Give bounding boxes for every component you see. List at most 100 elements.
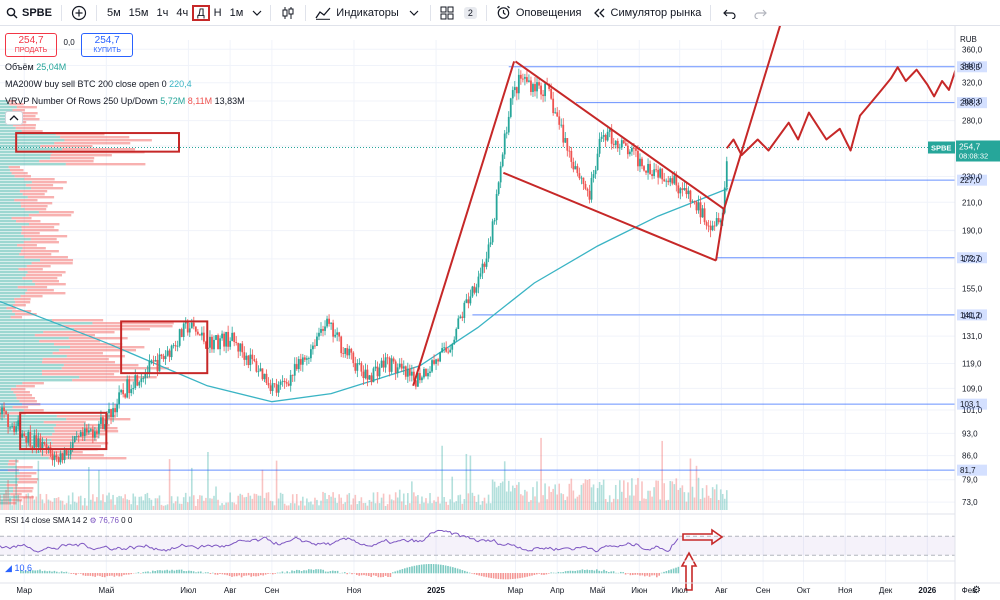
candle-body [203,332,205,342]
volume-profile-down-bar [61,367,169,370]
macd-histogram-bar [118,573,120,577]
candle-body [651,174,653,176]
macd-histogram-bar [104,573,106,578]
volume-bar [699,498,702,510]
volume-profile-down-bar [18,268,43,271]
volume-bar [378,503,381,510]
macd-histogram-bar [276,572,279,574]
volume-bar [94,501,96,510]
timeframe-4h[interactable]: 4ч [176,6,189,19]
macd-histogram-bar [644,573,646,577]
chevron-down-icon[interactable] [250,8,264,18]
volume-profile-down-bar [26,265,51,268]
macd-histogram-bar [502,573,504,580]
layouts-button[interactable]: 2 [435,0,482,26]
candle-body [112,408,114,418]
redo-button[interactable] [745,0,775,26]
volume-profile-down-bar [39,160,94,163]
volume-bar [586,479,589,510]
macd-histogram-bar [411,566,413,574]
macd-histogram-bar [620,571,622,574]
volume-bar [112,494,114,510]
volume-bar [140,496,143,510]
volume-bar [98,470,100,510]
macd-histogram-bar [552,572,555,574]
price-chart[interactable]: 80,0040,00 0,0 RUB73,079,086,093,0101,01… [0,26,1000,600]
macd-histogram-bar [596,569,598,574]
timeframe-day[interactable]: Д [192,4,210,21]
timeframe-1h[interactable]: 1ч [156,6,169,19]
volume-bar [453,502,456,510]
candle-body [483,263,486,267]
candle-body [314,345,316,347]
volume-profile-down-bar [61,325,173,328]
volume-profile-down-bar [9,169,24,172]
vrvp-legend[interactable]: VRVP Number Of Rows 250 Up/Down 5,72M 8,… [5,97,245,106]
candle-body [576,166,579,174]
toolbar-divider [95,4,97,21]
timeframe-15m[interactable]: 15м [128,6,149,19]
indicators-button[interactable]: Индикаторы [310,0,426,26]
time-axis[interactable]: Мар Май Июл Авг Сен Ноя 2025 Мар Апр Май Июн Июл Авг… [0,582,1000,596]
volume-profile-down-bar [19,400,37,403]
candle-body [271,383,274,392]
annotations[interactable] [15,26,986,451]
volume-bar [92,494,94,510]
candle-body [93,431,96,438]
timeframe-week[interactable]: Н [213,6,222,19]
volume-profile-up-bar [0,187,32,190]
price-tick-label: 190,0 [962,227,983,236]
macd-histogram-bar [212,572,214,574]
volume-profile-down-bar [15,118,40,121]
macd-histogram-bar [250,573,252,577]
buy-button[interactable]: 254,7 КУПИТЬ [81,33,134,57]
compare-button[interactable] [66,0,92,26]
volume-profile-down-bar [7,463,16,466]
rsi-legend[interactable]: RSI 14 close SMA 14 2 ⚙ 76,76 0 0 [5,516,132,525]
macd-histogram-bar [384,573,387,576]
level-label: 81,7 [960,466,976,475]
symbol-search[interactable]: SPBE [0,0,57,26]
candle-body [360,363,363,372]
timeframe-5m[interactable]: 5м [106,6,121,19]
toolbar-divider [710,4,712,21]
macd-histogram-bar [548,573,550,574]
vrvp-total: 13,83M [214,96,245,106]
price-axis[interactable]: RUB 73,0 79,0 86,0 93,0 101,0 109,0 119,0 131,0 1… [928,26,1000,600]
volume-profile-up-bar [0,472,20,475]
volume-profile-down-bar [42,373,115,376]
candle-body [358,363,361,364]
macd-histogram-bar [641,573,644,576]
volume-bar [574,498,577,510]
chart-type-button[interactable] [275,0,301,26]
candle-body [138,382,141,386]
candle-body [491,221,494,243]
volume-bar [51,501,54,510]
replay-button[interactable]: Симулятор рынка [587,0,707,26]
volume-profile-down-bar [6,307,16,310]
ma-legend[interactable]: MA200W buy sell BTC 200 close open 0 220… [5,80,192,89]
settings-icon[interactable]: ⚙ [89,516,97,525]
macd-histogram-bar [111,573,113,576]
volume-profile-up-bar [0,454,41,457]
volume-profile-up-bar [0,232,22,235]
volume-bar [548,486,550,510]
sell-button[interactable]: 254,7 ПРОДАТЬ [5,33,57,57]
volume-bar [144,494,147,510]
candle-body [421,377,423,381]
volume-bar [116,497,118,510]
candle-body [703,208,706,223]
volume-legend[interactable]: Объём 25,04M [5,63,66,72]
collapse-legend-button[interactable] [5,111,23,125]
volume-bar [340,497,342,510]
macd-histogram-bar [404,568,406,574]
volume-bar [287,505,290,510]
timeframe-month[interactable]: 1м [229,6,244,19]
macd-legend[interactable]: ◢ 10,6 [5,563,32,574]
undo-button[interactable] [715,0,745,26]
volume-profile-up-bar [0,304,13,307]
macd-histogram-bar [356,573,358,576]
volume-bar [259,495,262,510]
horizontal-levels[interactable] [0,66,955,471]
alerts-button[interactable]: Оповещения [491,0,587,26]
